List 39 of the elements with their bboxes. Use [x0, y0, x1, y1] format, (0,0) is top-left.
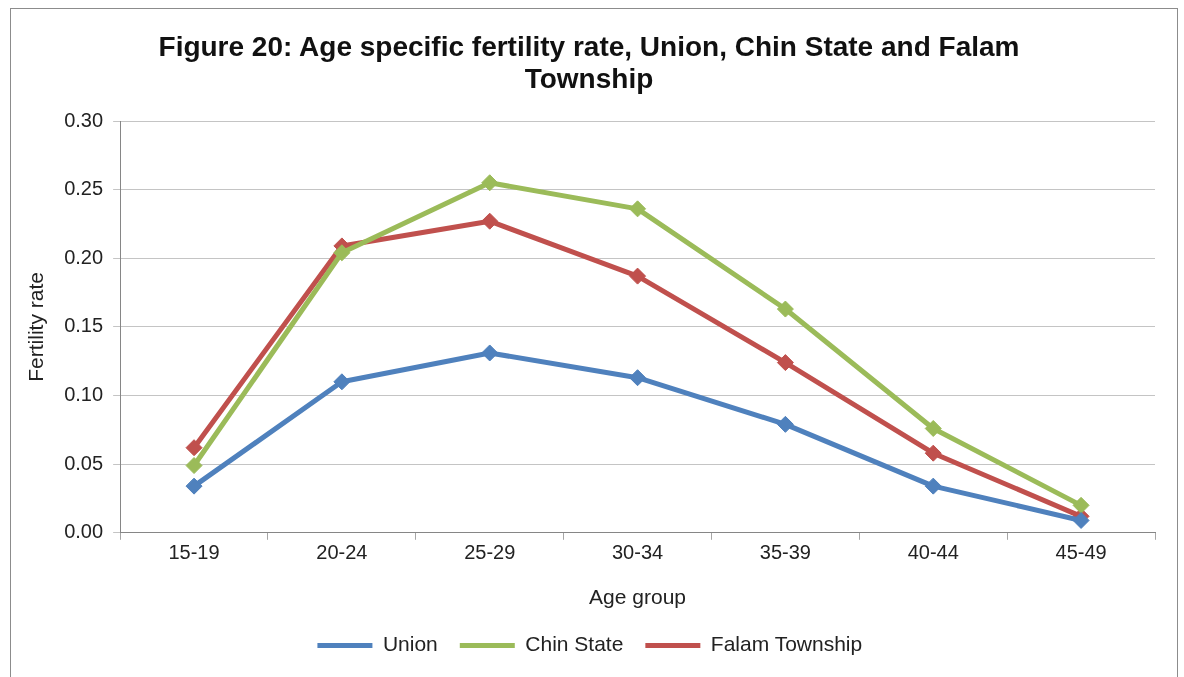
point	[629, 369, 647, 387]
point	[776, 354, 794, 372]
point	[1072, 496, 1090, 514]
point	[481, 212, 499, 230]
x-tick-label: 45-49	[1055, 541, 1107, 564]
point	[924, 419, 942, 437]
point	[185, 477, 203, 495]
x-tick-label: 25-29	[464, 541, 516, 564]
y-tick-label: 0.25	[64, 177, 104, 200]
point	[333, 244, 351, 262]
point	[333, 373, 351, 391]
y-tick-label: 0.05	[64, 451, 104, 474]
x-tick-label: 20-24	[316, 541, 368, 564]
point	[776, 415, 794, 433]
y-tick-label: 0.15	[64, 314, 104, 337]
x-axis-title: Age group	[589, 585, 687, 609]
point	[1072, 511, 1090, 529]
point	[776, 300, 794, 318]
point	[629, 267, 647, 285]
y-axis-title: Fertility rate	[24, 272, 48, 382]
point	[185, 439, 203, 457]
x-tick-label: 40-44	[907, 541, 959, 564]
legend-label: Union	[382, 632, 438, 656]
x-tick-label: 30-34	[611, 541, 664, 564]
point	[924, 477, 942, 495]
point	[481, 174, 499, 192]
legend-label: Chin State	[525, 632, 624, 656]
y-tick-label: 0.00	[64, 520, 104, 543]
legend-label: Falam Township	[710, 632, 863, 656]
y-tick-label: 0.20	[64, 245, 104, 268]
chart-title: Figure 20: Age specific fertility rate, Union, Chin State and Falam Township	[157, 31, 1021, 95]
point	[185, 457, 203, 475]
x-tick-label: 35-39	[759, 541, 811, 564]
point	[924, 444, 942, 462]
y-tick-label: 0.10	[64, 383, 104, 406]
point	[629, 200, 647, 218]
y-tick-label: 0.30	[64, 108, 104, 131]
point	[481, 344, 499, 362]
x-tick-label: 15-19	[168, 541, 220, 564]
